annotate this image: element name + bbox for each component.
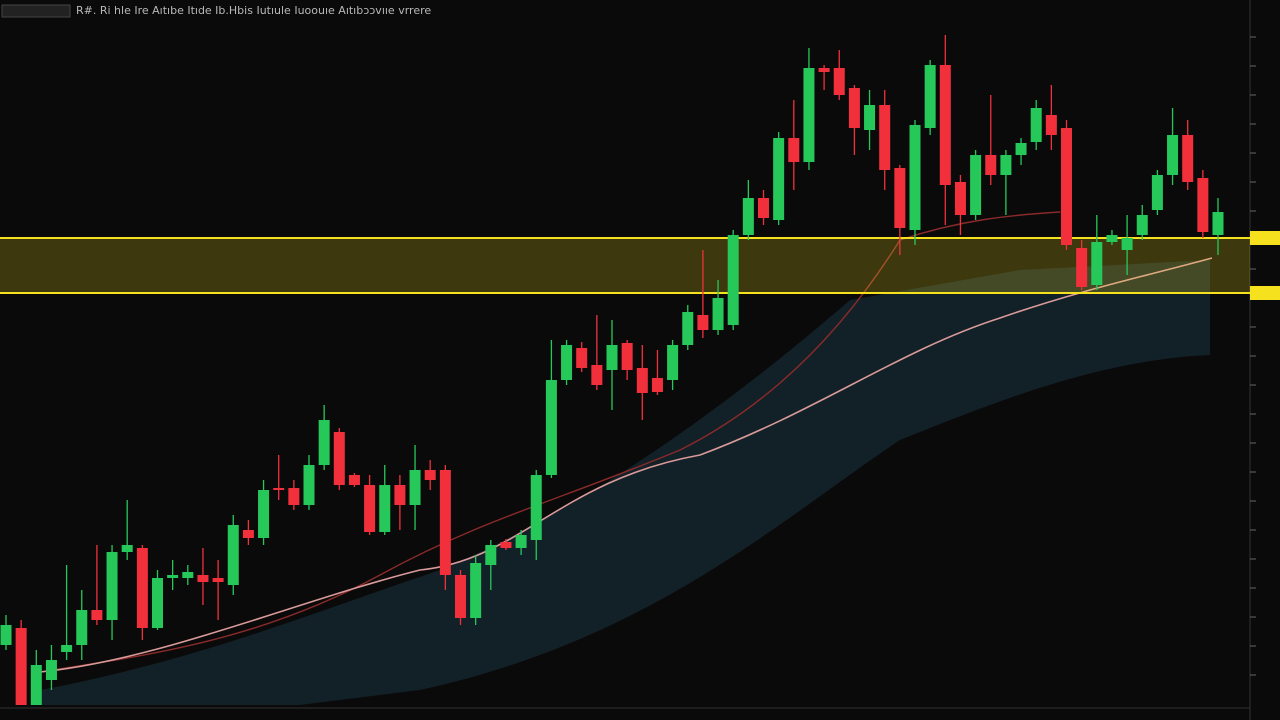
candle-body: [803, 68, 815, 162]
candle-body: [273, 488, 285, 490]
candle-body: [409, 470, 421, 505]
candle-body: [515, 535, 527, 548]
candle-body: [152, 578, 163, 628]
shaded-band: [40, 260, 1210, 705]
candle-body: [167, 575, 179, 578]
candle-body: [303, 465, 315, 505]
candle-body: [621, 343, 633, 370]
candle-body: [1015, 143, 1027, 155]
candle-body: [348, 475, 360, 485]
candle-body: [939, 65, 951, 185]
candle-body: [288, 488, 300, 505]
candle-body: [1030, 108, 1042, 142]
candle-body: [0, 625, 12, 645]
candle-body: [1197, 178, 1209, 232]
candle-body: [682, 312, 694, 345]
candle-body: [591, 365, 603, 385]
candle-body: [970, 155, 982, 215]
candle-body: [1106, 235, 1118, 242]
candle-body: [470, 563, 482, 618]
candle-body: [1091, 242, 1103, 285]
candle-body: [333, 432, 345, 485]
candle-body: [212, 578, 224, 582]
candle-body: [227, 525, 239, 585]
candle-body: [394, 485, 406, 505]
candle-body: [712, 298, 724, 330]
candle-body: [500, 542, 512, 548]
candle-body: [1076, 248, 1088, 287]
candle-body: [424, 470, 436, 480]
candle-body: [1045, 115, 1057, 135]
candle-body: [545, 380, 557, 475]
candle-body: [106, 552, 118, 620]
symbol-box: [1, 4, 71, 18]
candle-body: [848, 88, 860, 128]
candle-body: [91, 610, 103, 620]
candle-body: [485, 545, 497, 565]
candle-body: [1121, 238, 1133, 250]
candle-body: [258, 490, 270, 538]
candle-body: [985, 155, 997, 175]
candle-body: [76, 610, 88, 645]
candle-body: [636, 368, 648, 393]
candle-body: [894, 168, 906, 228]
candle-body: [379, 485, 391, 532]
moving-average-fast: [39, 211, 1061, 673]
candle-body: [455, 575, 466, 618]
zone-tag: [1250, 286, 1280, 300]
candle-body: [909, 125, 921, 230]
candle-body: [15, 628, 27, 705]
candle-body: [61, 645, 73, 652]
candle-body: [1136, 215, 1148, 235]
candle-body: [121, 545, 133, 552]
candle-body: [697, 315, 709, 330]
candle-body: [136, 548, 148, 628]
candle-body: [864, 105, 876, 130]
candle-body: [30, 665, 42, 705]
zone-tag: [1250, 231, 1280, 245]
candle-body: [576, 348, 588, 368]
candle-body: [758, 198, 769, 218]
candle-body: [364, 485, 376, 532]
candle-body: [1151, 175, 1163, 210]
moving-average-slow: [39, 257, 1213, 673]
candle-body: [242, 530, 254, 538]
candle-body: [530, 475, 542, 540]
candle-body: [45, 660, 57, 680]
candle-body: [1061, 128, 1072, 245]
candle-body: [1167, 135, 1179, 175]
candle-body: [1000, 155, 1012, 175]
candle-body: [1182, 135, 1194, 182]
candle-body: [879, 105, 891, 170]
candle-body: [818, 68, 830, 72]
candle-body: [651, 378, 663, 392]
candle-body: [924, 65, 936, 128]
candle-body: [439, 470, 451, 575]
candle-body: [182, 572, 194, 578]
candle-body: [1212, 212, 1224, 235]
candle-body: [667, 345, 679, 380]
zone-area: [0, 238, 1250, 293]
candle-body: [318, 420, 330, 465]
candle-body: [788, 138, 800, 162]
candle-body: [606, 345, 618, 370]
candle-body: [773, 138, 785, 220]
candle-body: [833, 68, 845, 95]
candle-body: [742, 198, 754, 235]
candle-body: [954, 182, 966, 215]
candle-body: [197, 575, 209, 582]
chart-title: R#. Ri hle Ire Aıtıbe Itıde Ib.Hbis Iutı…: [76, 4, 431, 17]
candle-body: [561, 345, 573, 380]
candle-body: [727, 235, 739, 325]
